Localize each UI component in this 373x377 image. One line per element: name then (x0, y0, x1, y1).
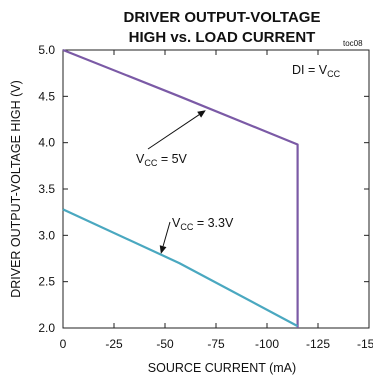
y-tick-label: 3.5 (38, 182, 55, 196)
annotation-vcc-3v3: VCC = 3.3V (172, 216, 234, 232)
y-tick-label: 2.5 (38, 275, 55, 289)
x-axis-label: SOURCE CURRENT (mA) (148, 361, 296, 375)
y-tick-label: 4.0 (38, 136, 55, 150)
x-tick-label: -125 (306, 337, 330, 351)
annotation-arrow-line (162, 221, 171, 247)
condition-label: DI = VCC (292, 63, 341, 79)
x-tick-label: -75 (207, 337, 225, 351)
series-line-2 (62, 208, 299, 328)
x-tick-label: -150 (357, 337, 373, 351)
chart-title-line-2: HIGH vs. LOAD CURRENT (129, 29, 316, 46)
plot-area (62, 49, 370, 329)
annotation-arrow-head (159, 245, 167, 254)
y-axis-label: DRIVER OUTPUT-VOLTAGE HIGH (V) (9, 80, 23, 298)
figure-code: toc08 (343, 39, 363, 48)
annotation-arrow-line (147, 114, 200, 150)
x-tick-label: -50 (156, 337, 174, 351)
y-tick-label: 4.5 (38, 89, 55, 103)
annotation-arrow-head (197, 110, 206, 118)
x-axis: 0 -25 -50 -75 -100 -125 -150 (60, 50, 373, 351)
chart-title-line-1: DRIVER OUTPUT-VOLTAGE (124, 9, 321, 26)
y-axis: 2.0 2.5 3.0 3.5 4.0 4.5 5.0 (38, 43, 369, 335)
annotation-vcc-5v: VCC = 5V (136, 152, 188, 168)
series-line-1 (62, 48, 299, 328)
x-tick-label: -25 (105, 337, 123, 351)
y-tick-label: 2.0 (38, 321, 55, 335)
x-tick-label: -100 (255, 337, 279, 351)
series-group (62, 48, 299, 328)
x-tick-label: 0 (60, 337, 67, 351)
y-tick-label: 3.0 (38, 228, 55, 242)
annotation-arrows (147, 110, 206, 254)
y-tick-label: 5.0 (38, 43, 55, 57)
